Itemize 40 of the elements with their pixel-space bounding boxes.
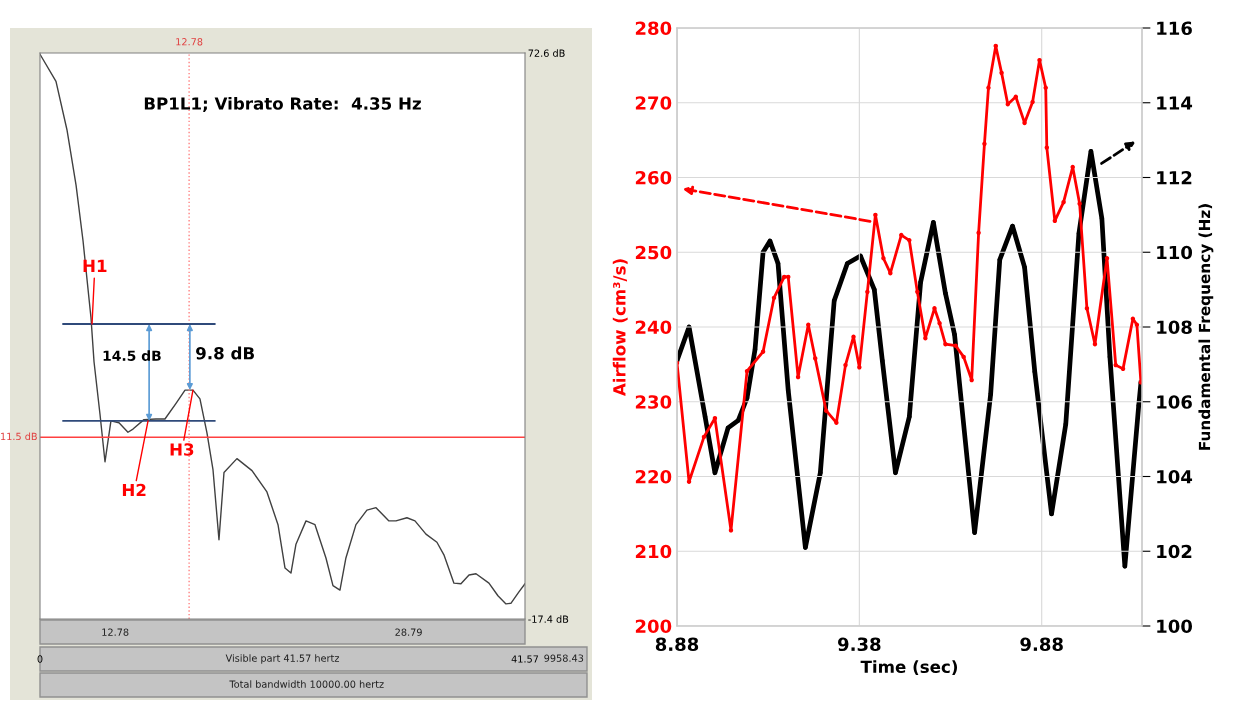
y2-tick-label: 102 [1157, 544, 1192, 559]
y-tick-label: 280 [635, 21, 672, 36]
y2-tick-label: 106 [1157, 395, 1192, 409]
x-tick-label: 0 [37, 655, 43, 663]
ref-line-label: 11.5 dB [1, 432, 37, 441]
y-tick-label: 270 [635, 96, 672, 110]
x-tick-label: 9.38 [838, 637, 881, 652]
x-tick-label: 41.57 [511, 655, 539, 663]
y-axis-title: Airflow (cm³/s) [612, 259, 628, 397]
text: Visible part 41.57 hertz [225, 654, 340, 664]
y-tick-label: 200 [635, 619, 672, 634]
text: 9958.43 [544, 654, 584, 662]
y-tick-label: 240 [635, 320, 672, 335]
text: 12.78 [102, 628, 129, 636]
y2-tick-label: 100 [1157, 619, 1193, 634]
annotation: H1 [83, 259, 107, 272]
y2-tick-label: 108 [1157, 320, 1192, 335]
x-tick-label: 9.88 [1020, 637, 1063, 652]
x-tick-label: 8.88 [655, 637, 699, 652]
annotation: 9.8 dB [196, 346, 254, 360]
y2-tick-label: 116 [1157, 21, 1192, 36]
y2-tick-label: 114 [1157, 96, 1193, 110]
y-tick-label: 230 [635, 395, 672, 409]
annotation: H2 [122, 483, 146, 497]
y2-tick-label: 112 [1157, 170, 1192, 185]
y2-tick-label: 104 [1157, 469, 1193, 484]
y-tick-label: -17.4 dB [528, 615, 569, 623]
y-tick-label: 220 [635, 469, 672, 484]
text: Total bandwidth 10000.00 hertz [229, 680, 384, 688]
y2-axis-title: Fundamental Frequency (Hz) [1198, 204, 1214, 450]
y-tick-label: 250 [635, 245, 672, 260]
y-tick-label: 72.6 dB [528, 49, 565, 57]
y2-tick-label: 110 [1157, 245, 1193, 260]
x-axis-title: Time (sec) [860, 660, 958, 675]
annotation: H3 [170, 443, 194, 456]
y-tick-label: 210 [635, 544, 672, 559]
text: BP1L1; Vibrato Rate: 4.35 Hz [144, 96, 421, 112]
text: 28.79 [395, 628, 422, 636]
ref-line-label: 12.78 [176, 38, 203, 46]
y-tick-label: 260 [635, 170, 672, 185]
